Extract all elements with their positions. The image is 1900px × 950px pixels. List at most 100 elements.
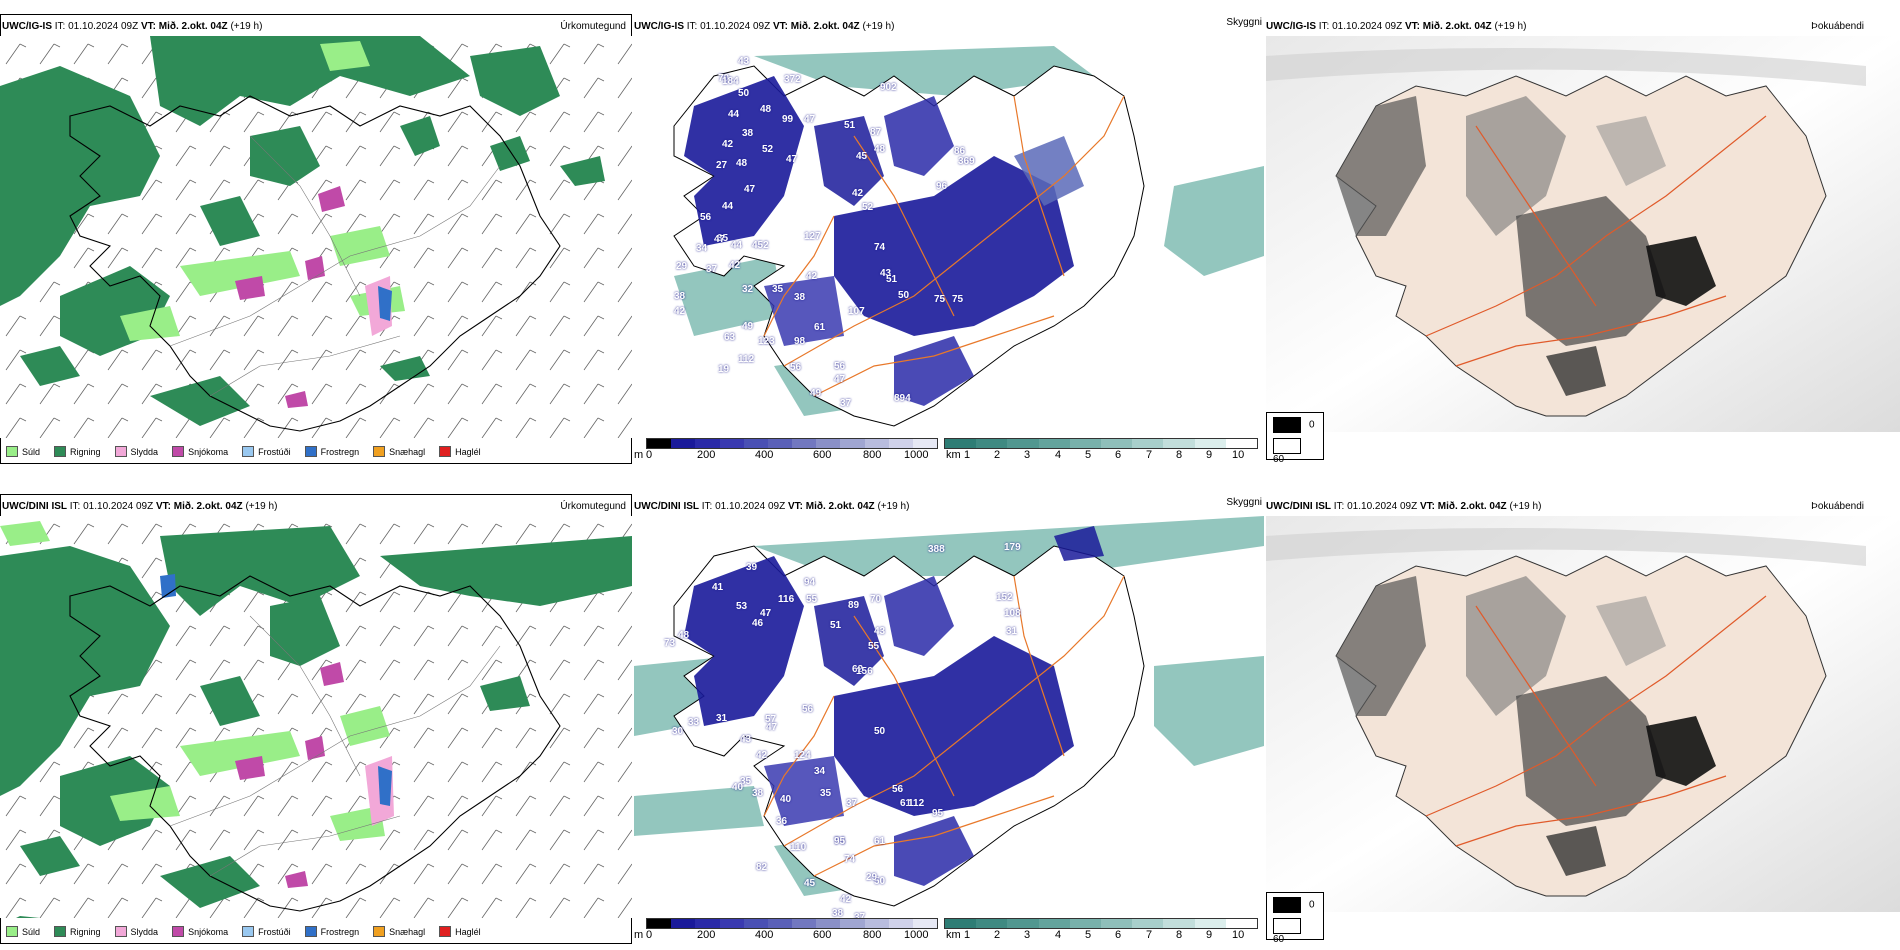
fog-shading	[1336, 96, 1716, 396]
fog-legend-item: 0	[1273, 417, 1317, 433]
precip-legend: Súld Rigning Slydda Snjókoma Frostúði Fr…	[6, 446, 495, 457]
cloud-base-label: 37	[706, 264, 718, 275]
cloud-base-label: 46	[752, 618, 764, 629]
cloud-base-label: 74	[844, 854, 856, 865]
cloud-base-label: 107	[848, 306, 865, 317]
legend-swatch	[54, 446, 67, 457]
cloud-base-areas	[684, 526, 1104, 886]
visibility-scale: km 1 2 3 4 5 6 7 8 9 10	[944, 918, 1260, 944]
cloud-base-label: 57	[765, 714, 777, 725]
legend-swatch	[54, 926, 67, 937]
cloud-base-label: 75	[934, 294, 946, 305]
scale-unit: km	[946, 449, 961, 461]
valid-time: VT: Mið. 2.okt. 04Z	[155, 501, 243, 512]
cloud-base-label: 42	[852, 188, 864, 199]
cloud-base-label: 45	[856, 151, 868, 162]
cloud-base-label: 44	[722, 201, 734, 212]
lead-time: (+19 h)	[245, 501, 278, 512]
scale-tick: 800	[863, 929, 882, 941]
scale-tick: 7	[1146, 449, 1153, 461]
visibility-scale: km 1 2 3 4 5 6 7 8 9 10	[944, 438, 1260, 464]
legend-label: 0	[1309, 419, 1315, 431]
cloud-base-label: 95	[834, 836, 846, 847]
init-time: IT: 01.10.2024 09Z	[69, 501, 154, 512]
cloud-base-label: 51	[830, 620, 842, 631]
legend-item: Frostúði	[242, 446, 291, 457]
scale-tick: 8	[1176, 449, 1183, 461]
legend-item: Snæhagl	[373, 446, 425, 457]
cloud-base-label: 70	[870, 594, 882, 605]
cloud-base-label: 56	[892, 784, 904, 795]
cloud-base-label: 53	[736, 601, 748, 612]
fog-shading	[1336, 576, 1716, 876]
valid-time: VT: Mið. 2.okt. 04Z	[140, 21, 228, 32]
cloud-base-label: 73	[664, 638, 676, 649]
init-time: IT: 01.10.2024 09Z	[54, 21, 139, 32]
scale-tick: 8	[1176, 929, 1183, 941]
precip-panel-top: UWC/IG-IS IT: 01.10.2024 09Z VT: Mið. 2.…	[0, 14, 632, 464]
cloud-base-label: 61	[900, 798, 912, 809]
legend-label: Snæhagl	[389, 926, 426, 937]
cloud-base-label: 29	[676, 261, 688, 272]
scale-tick: 4	[1055, 929, 1062, 941]
panel-title: UWC/IG-IS IT: 01.10.2024 09Z VT: Mið. 2.…	[1266, 21, 1526, 32]
coastline	[69, 575, 561, 912]
rain-areas	[0, 36, 605, 426]
legend-swatch	[172, 926, 185, 937]
legend-swatch	[439, 926, 452, 937]
init-time: IT: 01.10.2024 09Z	[701, 501, 786, 512]
visibility-colorbar	[944, 438, 1258, 449]
legend-label: Haglél	[455, 446, 481, 457]
scale-tick: 6	[1115, 929, 1122, 941]
legend-swatch	[1273, 897, 1301, 913]
cloud-base-label: 63	[724, 332, 736, 343]
lead-time: (+19 h)	[877, 501, 910, 512]
cloud-labels-top: 43 70 50 44 99 47 38 52 42 51 27 48 47 44 87 48 45 42 52 56…	[634, 36, 1264, 436]
precip-panel-bottom: UWC/DINI ISL IT: 01.10.2024 09Z VT: Mið.…	[0, 494, 632, 944]
cloud-base-label: 74	[834, 836, 846, 847]
cloud-panel-bottom: UWC/DINI ISL IT: 01.10.2024 09Z VT: Mið.…	[634, 494, 1264, 944]
scale-tick: 7	[1146, 929, 1153, 941]
cloud-base-label: 43	[874, 626, 886, 637]
cloud-base-label: 108	[1004, 608, 1021, 619]
cloud-base-label: 179	[1004, 542, 1021, 553]
cloud-base-label: 38	[752, 788, 764, 799]
cloud-base-label: 95	[932, 808, 944, 819]
cloud-base-label: 50	[874, 876, 886, 887]
cloud-base-label: 35	[772, 284, 784, 295]
cloud-base-label: 29	[866, 872, 878, 883]
scale-tick: 1000	[904, 449, 929, 461]
lead-time: (+19 h)	[862, 21, 895, 32]
cloud-base-colorbar	[646, 438, 938, 449]
scale-tick: 400	[755, 929, 774, 941]
legend-item: Rigning	[54, 926, 101, 937]
cloud-base-label: 116	[778, 594, 795, 605]
legend-item: Rigning	[54, 446, 101, 457]
scale-tick: 1000	[904, 929, 929, 941]
cloud-base-label: 369	[958, 156, 975, 167]
cloud-base-label: 49	[810, 388, 822, 399]
cloud-base-label: 34	[696, 243, 708, 254]
cloud-base-scale: m 0 200 400 600 800 1000	[634, 918, 944, 944]
product-name: Skyggni	[1226, 497, 1262, 508]
cloud-base-label: 35	[717, 233, 729, 244]
legend-label: Slydda	[130, 926, 159, 937]
cloud-base-label: 37	[846, 798, 858, 809]
cloud-base-colorbar	[646, 918, 938, 929]
scale-tick: 5	[1085, 449, 1092, 461]
valid-time: VT: Mið. 2.okt. 04Z	[787, 501, 875, 512]
cloud-base-label: 388	[928, 544, 945, 555]
scale-unit: m	[634, 929, 644, 941]
legend-swatch	[373, 926, 386, 937]
drizzle-areas	[0, 521, 390, 841]
scale-tick: 5	[1085, 929, 1092, 941]
cloud-base-label: 124	[794, 750, 811, 761]
cloud-base-label: 372	[784, 74, 801, 85]
precip-map	[0, 516, 632, 918]
legend-label: Snjókoma	[188, 926, 229, 937]
cloud-base-label: 47	[834, 374, 846, 385]
fog-panel-top: UWC/IG-IS IT: 01.10.2024 09Z VT: Mið. 2.…	[1266, 14, 1900, 464]
legend-label: Frostregn	[320, 446, 360, 457]
panel-title: UWC/DINI ISL IT: 01.10.2024 09Z VT: Mið.…	[2, 501, 277, 512]
model-name: UWC/DINI ISL	[1266, 501, 1331, 512]
